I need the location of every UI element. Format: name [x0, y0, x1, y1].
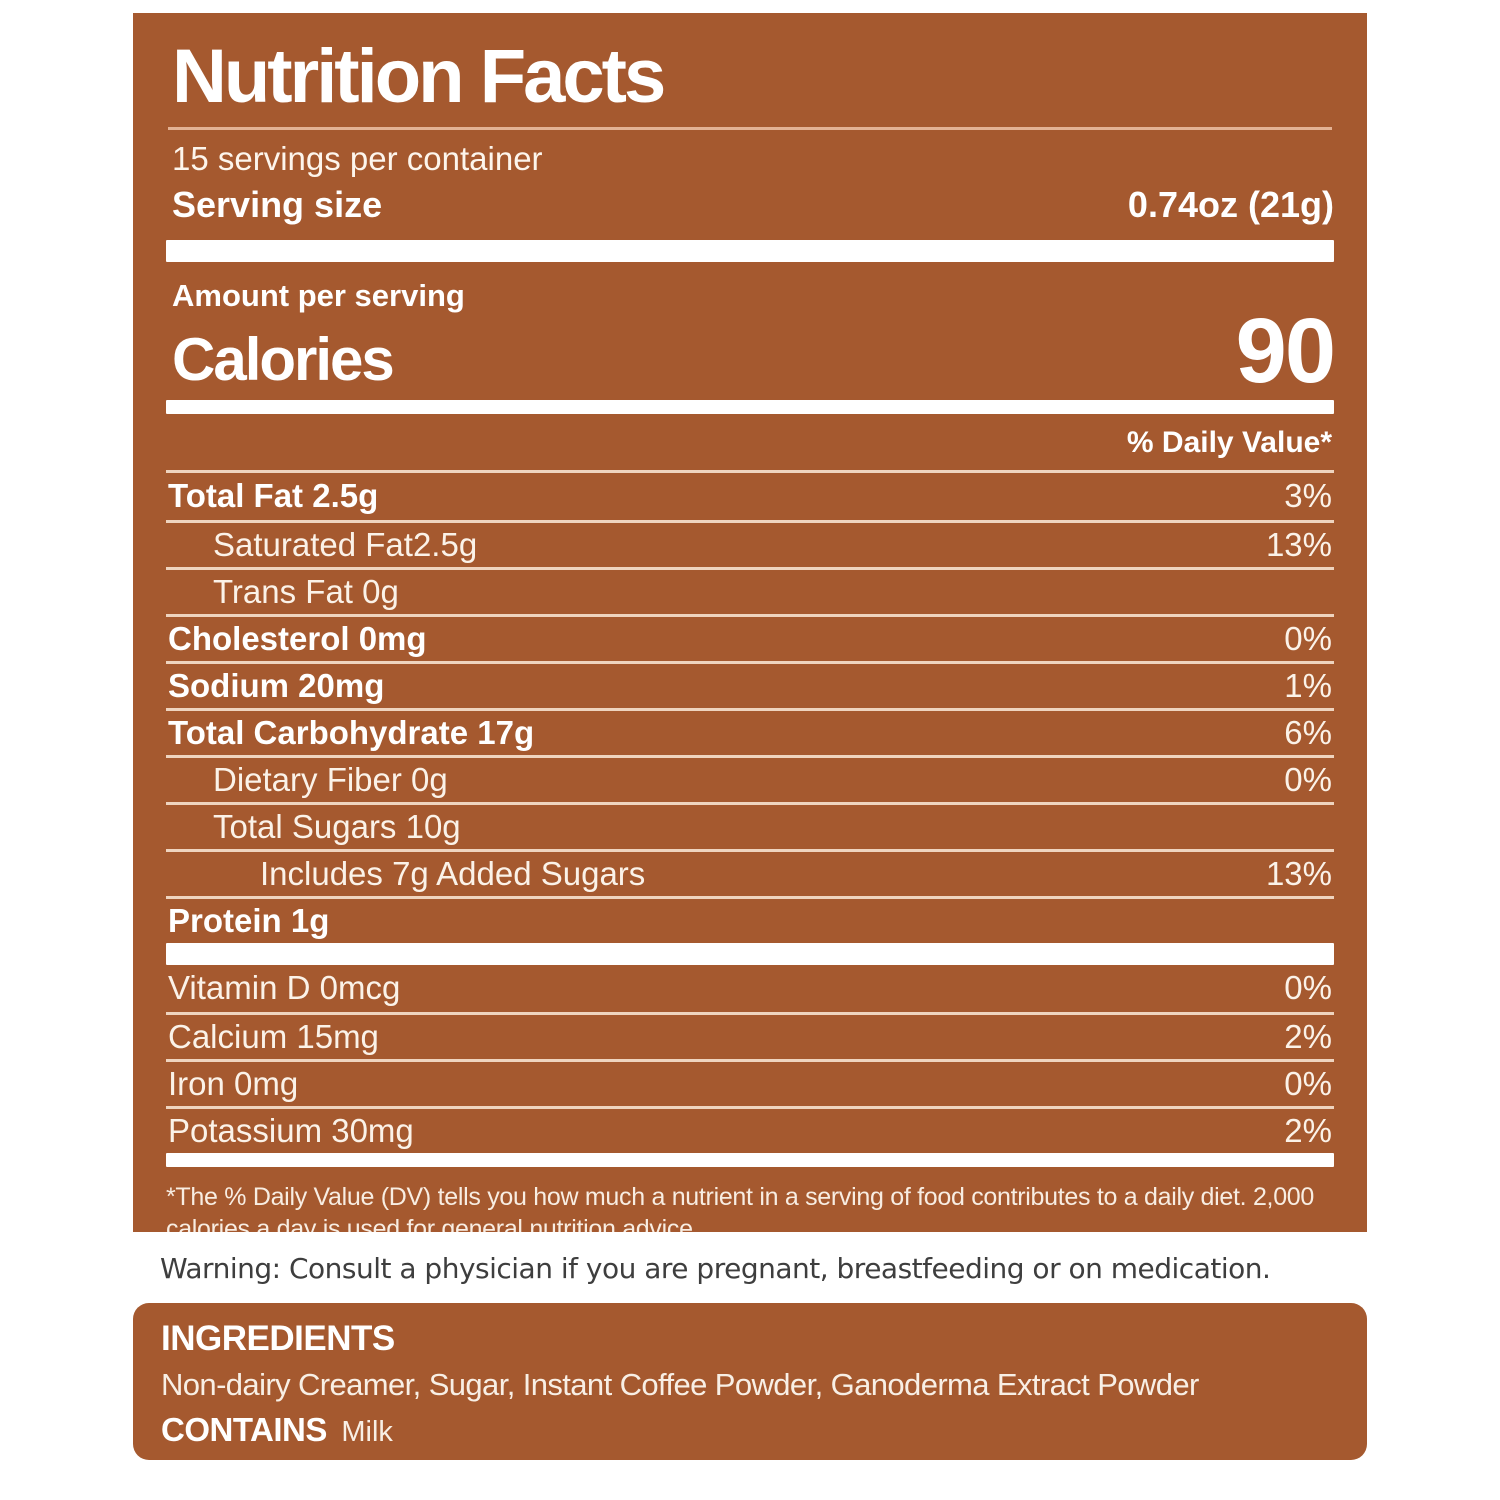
nutrient-percent: 0%: [1284, 1064, 1332, 1102]
nutrient-row-potassium: Potassium 30mg 2%: [166, 1105, 1334, 1153]
physician-warning-text: Warning: Consult a physician if you are …: [160, 1252, 1271, 1285]
nutrient-percent: 3%: [1284, 477, 1332, 515]
nutrient-label: Total Carbohydrate 17g: [168, 713, 535, 751]
nutrient-percent: 0%: [1284, 760, 1332, 798]
serving-size-value: 0.74oz (21g): [1127, 184, 1334, 225]
nutrient-percent: 13%: [1265, 854, 1332, 892]
nutrient-rows: Total Fat 2.5g 3% Saturated Fat2.5g 13% …: [166, 469, 1334, 943]
nutrient-label: Includes 7g Added Sugars: [260, 854, 646, 892]
nutrient-label: Trans Fat 0g: [213, 572, 399, 610]
nutrient-row-total-carbohydrate: Total Carbohydrate 17g 6%: [166, 707, 1334, 755]
nutrient-label: Sodium 20mg: [168, 666, 385, 704]
ingredients-list: Non-dairy Creamer, Sugar, Instant Coffee…: [161, 1367, 1199, 1402]
medium-separator-bar: [166, 399, 1334, 414]
nutrient-row-sodium: Sodium 20mg 1%: [166, 660, 1334, 708]
calories-row: Calories 90: [166, 300, 1336, 402]
nutrient-label: Dietary Fiber 0g: [213, 760, 448, 798]
nutrient-percent: 2%: [1284, 1111, 1332, 1149]
nutrient-percent: 6%: [1284, 713, 1332, 751]
nutrient-row-vitamin-d: Vitamin D 0mcg 0%: [166, 965, 1334, 1012]
nutrient-row-added-sugars: Includes 7g Added Sugars 13%: [166, 848, 1334, 896]
medium-separator-bar: [166, 1152, 1334, 1167]
daily-value-header: % Daily Value*: [1126, 425, 1332, 459]
contains-label: CONTAINS: [161, 1411, 327, 1448]
contains-row: CONTAINS Milk: [161, 1411, 1339, 1449]
nutrient-row-cholesterol: Cholesterol 0mg 0%: [166, 613, 1334, 661]
calories-label: Calories: [172, 325, 395, 393]
thick-separator-bar: [166, 942, 1334, 965]
nutrient-label: Protein 1g: [168, 901, 330, 939]
nutrient-percent: 1%: [1284, 666, 1332, 704]
nutrient-label: Saturated Fat2.5g: [213, 525, 478, 563]
nutrient-row-iron: Iron 0mg 0%: [166, 1058, 1334, 1106]
nutrient-row-protein: Protein 1g: [166, 895, 1334, 943]
nutrient-row-total-sugars: Total Sugars 10g: [166, 801, 1334, 849]
nutrient-percent: 0%: [1284, 969, 1332, 1007]
contains-value: Milk: [341, 1416, 393, 1448]
thick-separator-bar: [166, 240, 1334, 262]
nutrition-facts-panel: Nutrition Facts 15 servings per containe…: [133, 13, 1367, 1232]
nutrient-percent: 13%: [1265, 525, 1332, 563]
nutrient-percent: 2%: [1284, 1017, 1332, 1055]
nutrient-label: Calcium 15mg: [168, 1017, 379, 1055]
nutrient-row-calcium: Calcium 15mg 2%: [166, 1011, 1334, 1059]
serving-size-row: Serving size 0.74oz (21g): [166, 184, 1334, 226]
ingredients-heading: INGREDIENTS: [161, 1319, 395, 1358]
daily-value-footnote: *The % Daily Value (DV) tells you how mu…: [166, 1182, 1315, 1232]
nutrient-percent: 0%: [1284, 619, 1332, 657]
calories-value: 90: [1235, 300, 1336, 402]
serving-size-label: Serving size: [172, 184, 383, 225]
nutrient-label: Vitamin D 0mcg: [168, 969, 401, 1007]
title-divider: [168, 127, 1332, 130]
micronutrient-rows: Vitamin D 0mcg 0% Calcium 15mg 2% Iron 0…: [166, 965, 1334, 1153]
ingredients-box: INGREDIENTS Non-dairy Creamer, Sugar, In…: [133, 1303, 1367, 1460]
nutrient-row-total-fat: Total Fat 2.5g 3%: [166, 473, 1334, 520]
nutrient-row-dietary-fiber: Dietary Fiber 0g 0%: [166, 754, 1334, 802]
nutrient-label: Total Sugars 10g: [213, 807, 461, 845]
servings-per-container: 15 servings per container: [172, 140, 543, 177]
amount-per-serving-label: Amount per serving: [172, 278, 465, 313]
nutrient-label: Cholesterol 0mg: [168, 619, 427, 657]
nutrient-label: Total Fat 2.5g: [168, 477, 379, 515]
nutrient-label: Potassium 30mg: [168, 1111, 414, 1149]
nutrition-facts-title: Nutrition Facts: [172, 34, 666, 119]
nutrient-row-trans-fat: Trans Fat 0g: [166, 566, 1334, 614]
nutrient-label: Iron 0mg: [168, 1064, 299, 1102]
nutrient-row-saturated-fat: Saturated Fat2.5g 13%: [166, 519, 1334, 567]
